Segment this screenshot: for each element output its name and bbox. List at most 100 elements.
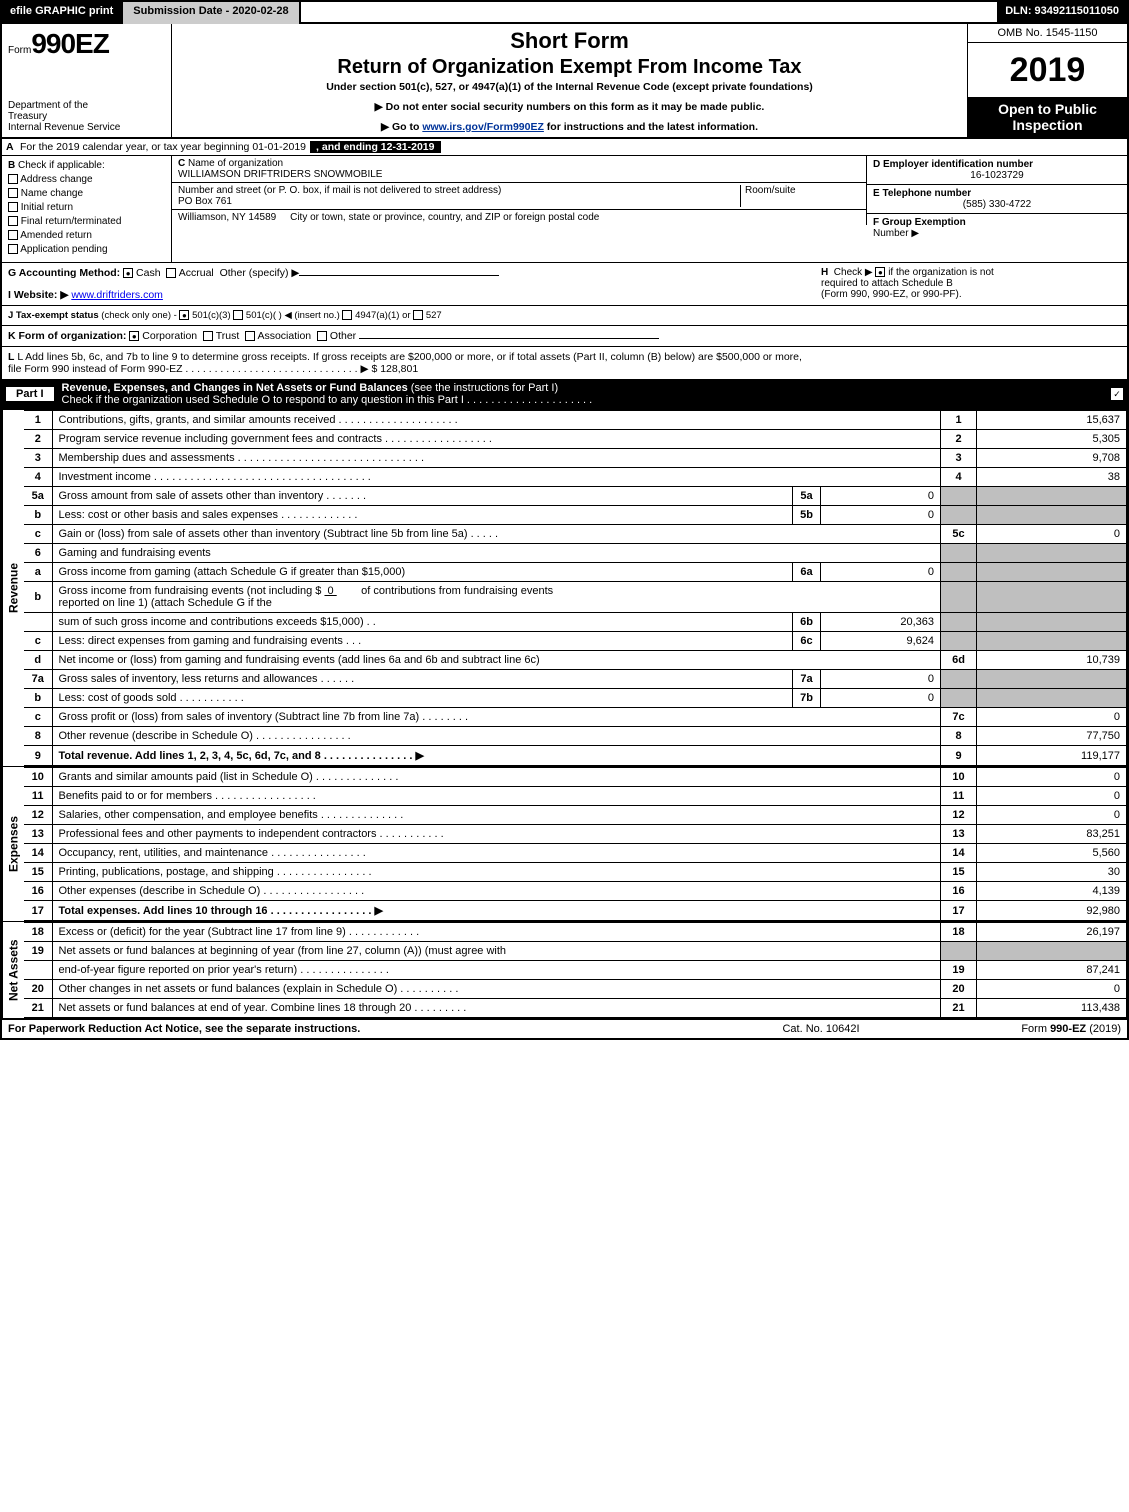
row-k: K Form of organization: ● Corporation Tr… [2,326,1127,347]
header-middle: Short Form Return of Organization Exempt… [172,24,967,137]
page-footer: For Paperwork Reduction Act Notice, see … [2,1018,1127,1038]
line-5b-subval: 0 [821,506,941,525]
other-specify-line[interactable] [299,275,499,276]
row-h: H Check ▶ ● if the organization is not r… [821,267,1121,301]
checkbox-trust[interactable] [203,331,213,341]
header-left: Form990EZ Department of the Treasury Int… [2,24,172,137]
checkbox-b-0[interactable] [8,174,18,184]
row-j: J Tax-exempt status (check only one) - ●… [2,306,1127,326]
other-label: Other (specify) ▶ [220,267,300,279]
line-8-desc: Other revenue (describe in Schedule O) .… [52,727,941,746]
dept-line1: Department of the [8,100,165,111]
col-def: D Employer identification number 16-1023… [867,156,1127,262]
revenue-table: 1 Contributions, gifts, grants, and simi… [24,410,1127,766]
footer-right: Form 990-EZ (2019) [921,1023,1121,1035]
line-5a-subval: 0 [821,487,941,506]
checkbox-4947[interactable] [342,310,352,320]
checkbox-b-4[interactable] [8,230,18,240]
label-a: A [6,141,20,153]
h-text4: (Form 990, 990-EZ, or 990-PF). [821,289,962,300]
checkbox-b-5[interactable] [8,244,18,254]
line-14-desc: Occupancy, rent, utilities, and maintena… [52,844,941,863]
top-bar: efile GRAPHIC print Submission Date - 20… [2,2,1127,24]
line-19-amt: 87,241 [977,961,1127,980]
line-4-desc: Investment income . . . . . . . . . . . … [52,468,941,487]
irs-link[interactable]: www.irs.gov/Form990EZ [422,121,544,133]
netassets-table: 18 Excess or (deficit) for the year (Sub… [24,922,1127,1018]
line-5b-grayamt [977,506,1127,525]
line-5a-grayamt [977,487,1127,506]
line-6b-graybox [941,613,977,632]
part-i-title-note: (see the instructions for Part I) [408,382,558,394]
line-5c-boxnum: 5c [941,525,977,544]
phone-value: (585) 330-4722 [873,199,1121,210]
line-4-amt: 38 [977,468,1127,487]
other-org-line[interactable] [359,338,659,339]
line-6b-num [24,613,52,632]
line-15-amt: 30 [977,863,1127,882]
efile-print-button[interactable]: efile GRAPHIC print [2,2,123,24]
line-5a-desc: Gross amount from sale of assets other t… [52,487,793,506]
room-suite-label: Room/suite [740,185,860,207]
label-h: H [821,267,828,278]
label-e: E Telephone number [873,188,1121,199]
line-7c-num: c [24,708,52,727]
checkbox-501c[interactable] [233,310,243,320]
checkbox-b-1[interactable] [8,188,18,198]
label-i: I Website: ▶ [8,289,68,301]
line-5b-subnum: 5b [793,506,821,525]
ein-value: 16-1023729 [873,170,1121,181]
website-link[interactable]: www.driftriders.com [71,289,163,301]
b-item-1: Name change [21,188,83,199]
checkbox-501c3[interactable]: ● [179,310,189,320]
j-insertno: (insert no.) [294,310,339,321]
line-8-amt: 77,750 [977,727,1127,746]
b-item-2: Initial return [21,202,73,213]
checkbox-corporation[interactable]: ● [129,331,139,341]
l-text: L Add lines 5b, 6c, and 7b to line 9 to … [17,351,802,363]
b-item-5: Application pending [20,244,107,255]
address-cell: Number and street (or P. O. box, if mail… [172,183,867,210]
line-14-boxnum: 14 [941,844,977,863]
line-a-text1: For the 2019 calendar year, or tax year … [20,141,306,153]
line-11-num: 11 [24,787,52,806]
checkbox-part-i-scho[interactable]: ✓ [1111,388,1123,400]
checkbox-b-3[interactable] [8,216,18,226]
label-d: D Employer identification number [873,159,1121,170]
line-15-num: 15 [24,863,52,882]
group-exemption-cell: F Group Exemption Number ▶ [867,214,1127,242]
line-5c-amt: 0 [977,525,1127,544]
submission-date-button[interactable]: Submission Date - 2020-02-28 [123,2,300,24]
line-8-num: 8 [24,727,52,746]
line-10-desc: Grants and similar amounts paid (list in… [52,768,941,787]
line-21-desc: Net assets or fund balances at end of ye… [52,999,941,1018]
line-3-num: 3 [24,449,52,468]
checkbox-527[interactable] [413,310,423,320]
checkbox-accrual[interactable] [166,268,176,278]
footer-form-num: 990-EZ [1050,1023,1086,1035]
checkbox-other[interactable] [317,331,327,341]
line-10-num: 10 [24,768,52,787]
line-2-num: 2 [24,430,52,449]
city-label: City or town, state or province, country… [290,212,599,223]
b-item-3: Final return/terminated [21,216,122,227]
short-form-title: Short Form [178,28,961,54]
checkbox-h[interactable]: ● [875,267,885,277]
line-6c-subval: 9,624 [821,632,941,651]
checkbox-cash[interactable]: ● [123,268,133,278]
line-11-amt: 0 [977,787,1127,806]
line-6b-desc: sum of such gross income and contributio… [52,613,793,632]
checkbox-association[interactable] [245,331,255,341]
tax-year: 2019 [968,43,1127,97]
checkbox-b-2[interactable] [8,202,18,212]
line-9-boxnum: 9 [941,746,977,766]
line-1-num: 1 [24,411,52,430]
line-6c-grayamt [977,632,1127,651]
l-dots: . . . . . . . . . . . . . . . . . . . . … [185,363,418,375]
line-12-num: 12 [24,806,52,825]
j-501c: 501(c)( ) [246,310,282,321]
line-12-boxnum: 12 [941,806,977,825]
label-g: G Accounting Method: [8,267,120,279]
part-i-subline: Check if the organization used Schedule … [62,394,593,406]
label-j: J Tax-exempt status [8,310,99,321]
